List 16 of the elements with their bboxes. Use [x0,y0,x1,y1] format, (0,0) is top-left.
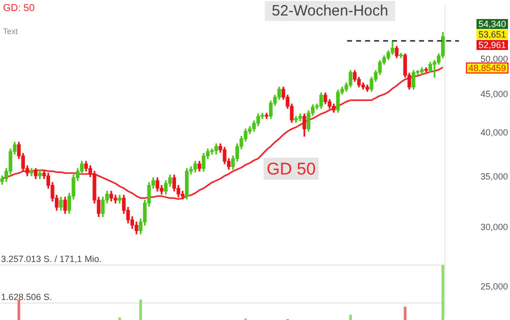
y-tick-label: 30,000 [480,222,508,232]
ref-line-label: 52-Wochen-Hoch [272,2,388,20]
text: 52,961 [478,40,506,50]
y-tick-label: 25,000 [480,282,508,292]
y-tick-label: 50,000 [480,54,508,64]
series-label: GD 50 [266,159,316,178]
ref-line-label: 1.628.506 S. [1,292,52,302]
text: 54,340 [478,18,506,29]
annotation: GD: 50 [3,2,36,14]
text: 53,651 [478,29,506,40]
y-tick-label: 40,000 [480,127,508,138]
ref-line-label: 3.257.013 S. / 171,1 Mio. [1,254,102,264]
text: 48,85459 [468,62,506,73]
y-tick-label: 45,000 [480,88,508,99]
annotation: Text [3,27,18,36]
y-tick-label: 35,000 [480,171,508,182]
